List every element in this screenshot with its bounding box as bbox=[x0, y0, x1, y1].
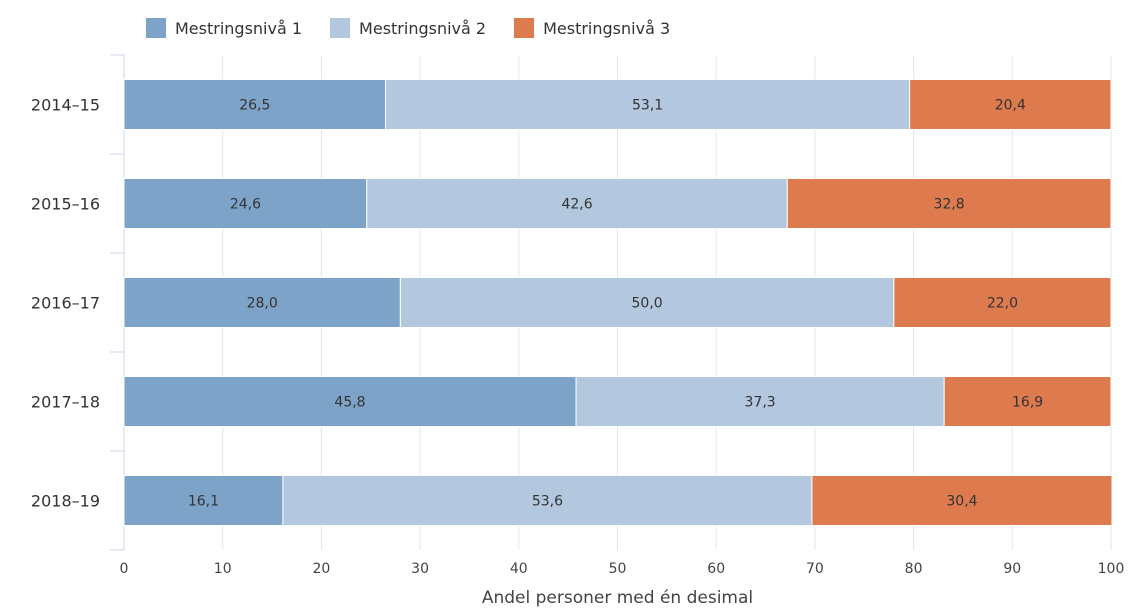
bar-segment[interactable] bbox=[909, 79, 1112, 130]
bar-segment[interactable] bbox=[943, 376, 1112, 427]
data-label: 28,0 bbox=[247, 296, 278, 312]
legend-swatch bbox=[330, 18, 351, 38]
legend-item[interactable]: Mestringsnivå 1 bbox=[146, 18, 302, 38]
y-tick-label: 2017–18 bbox=[31, 393, 100, 412]
bar-segment[interactable] bbox=[811, 475, 1113, 526]
x-tick-label: 40 bbox=[510, 561, 528, 577]
data-label: 20,4 bbox=[995, 98, 1026, 114]
x-tick-label: 70 bbox=[806, 561, 824, 577]
legend-label: Mestringsnivå 3 bbox=[543, 18, 671, 38]
data-label: 30,4 bbox=[946, 494, 977, 510]
y-tick-label: 2018–19 bbox=[31, 492, 100, 511]
data-label: 53,6 bbox=[532, 494, 563, 510]
bar-segment[interactable] bbox=[282, 475, 813, 526]
bar-segment[interactable] bbox=[399, 277, 895, 328]
bar-segment[interactable] bbox=[385, 79, 911, 130]
legend-label: Mestringsnivå 1 bbox=[175, 18, 303, 38]
data-label: 32,8 bbox=[934, 197, 965, 213]
bar-segment[interactable] bbox=[575, 376, 945, 427]
legend-label: Mestringsnivå 2 bbox=[359, 18, 487, 38]
y-tick-label: 2015–16 bbox=[31, 195, 100, 214]
bar-segment[interactable] bbox=[123, 79, 387, 130]
data-label: 24,6 bbox=[230, 197, 261, 213]
data-label: 16,1 bbox=[188, 494, 219, 510]
x-tick-label: 10 bbox=[214, 561, 232, 577]
data-label: 37,3 bbox=[745, 395, 776, 411]
data-label: 26,5 bbox=[239, 98, 270, 114]
legend: Mestringsnivå 1 Mestringsnivå 2 Mestringsn… bbox=[146, 14, 698, 42]
legend-swatch bbox=[146, 18, 166, 38]
y-tick-label: 2014–15 bbox=[31, 96, 100, 115]
data-label: 16,9 bbox=[1012, 395, 1043, 411]
x-tick-label: 20 bbox=[312, 561, 330, 577]
data-label: 42,6 bbox=[561, 197, 592, 213]
x-tick-label: 100 bbox=[1098, 561, 1125, 577]
data-label: 22,0 bbox=[987, 296, 1018, 312]
bar-segment[interactable] bbox=[123, 475, 284, 526]
x-tick-label: 60 bbox=[707, 561, 725, 577]
bar-segment[interactable] bbox=[123, 277, 401, 328]
bar-segment[interactable] bbox=[893, 277, 1112, 328]
bar-segment[interactable] bbox=[123, 178, 368, 229]
data-label: 50,0 bbox=[632, 296, 663, 312]
legend-item[interactable]: Mestringsnivå 2 bbox=[330, 18, 486, 38]
bar-segment[interactable] bbox=[123, 376, 577, 427]
x-tick-label: 80 bbox=[905, 561, 923, 577]
x-tick-label: 90 bbox=[1003, 561, 1021, 577]
data-label: 53,1 bbox=[632, 98, 663, 114]
x-tick-label: 30 bbox=[411, 561, 429, 577]
bar-segment[interactable] bbox=[786, 178, 1112, 229]
legend-item[interactable]: Mestringsnivå 3 bbox=[514, 18, 670, 38]
y-tick-label: 2016–17 bbox=[31, 294, 100, 313]
x-tick-label: 0 bbox=[120, 561, 129, 577]
data-label: 45,8 bbox=[334, 395, 365, 411]
x-tick-label: 50 bbox=[609, 561, 627, 577]
x-axis-title: Andel personer med én desimal bbox=[482, 588, 753, 608]
legend-swatch bbox=[514, 18, 535, 38]
